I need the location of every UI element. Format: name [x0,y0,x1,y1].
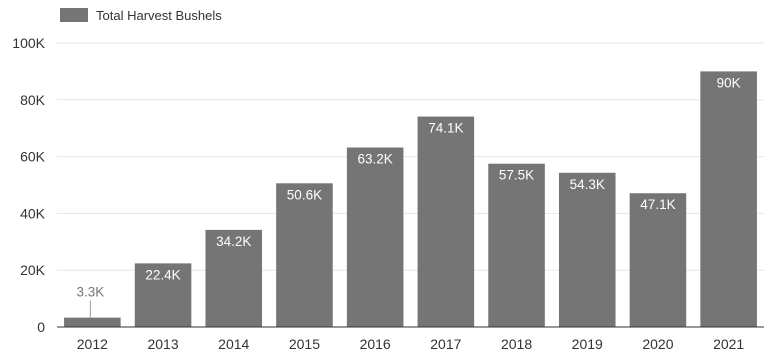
y-tick-label: 0 [37,319,45,335]
y-axis: 0 20K 40K 60K 80K 100K [12,35,45,335]
bar-value-label: 47.1K [640,197,675,212]
x-tick-label: 2015 [289,336,320,352]
y-tick-label: 20K [20,262,46,278]
bars: 3.3K 22.4K 34.2K 50.6K 63.2K 74.1K 57.5K 54.3K 4… [64,71,757,328]
bar [700,71,757,328]
y-tick-label: 80K [20,92,46,108]
bar-value-label: 54.3K [570,177,605,192]
x-tick-label: 2019 [572,336,603,352]
x-tick-label: 2016 [360,336,391,352]
legend-swatch [60,8,88,22]
x-tick-label: 2017 [430,336,461,352]
y-tick-label: 60K [20,149,46,165]
bar [64,317,121,327]
bar [629,193,687,327]
x-axis: 2012 2013 2014 2015 2016 2017 2018 2019 2020 2021 [77,336,745,352]
bar [134,263,192,327]
bar [488,163,545,327]
bar [346,147,404,327]
legend-label: Total Harvest Bushels [96,8,222,23]
bar-value-label: 34.2K [216,234,251,249]
bar-value-label: 63.2K [358,152,393,167]
x-tick-label: 2021 [713,336,744,352]
x-tick-label: 2012 [77,336,108,352]
x-tick-label: 2014 [218,336,249,352]
y-tick-label: 100K [12,35,45,51]
bar [558,172,616,327]
bar [417,116,475,327]
x-tick-label: 2018 [501,336,532,352]
bar-value-label: 90K [717,75,741,90]
x-tick-label: 2013 [147,336,178,352]
x-tick-label: 2020 [642,336,673,352]
y-tick-label: 40K [20,205,46,221]
bar-value-label: 74.1K [428,121,463,136]
chart-legend[interactable]: Total Harvest Bushels [60,8,222,23]
bar [276,183,333,327]
bar-value-label: 22.4K [145,267,180,282]
bar [205,229,263,327]
bar-value-label: 3.3K [76,285,104,300]
bar-value-label: 57.5K [499,168,534,183]
bar-value-label: 50.6K [287,187,322,202]
